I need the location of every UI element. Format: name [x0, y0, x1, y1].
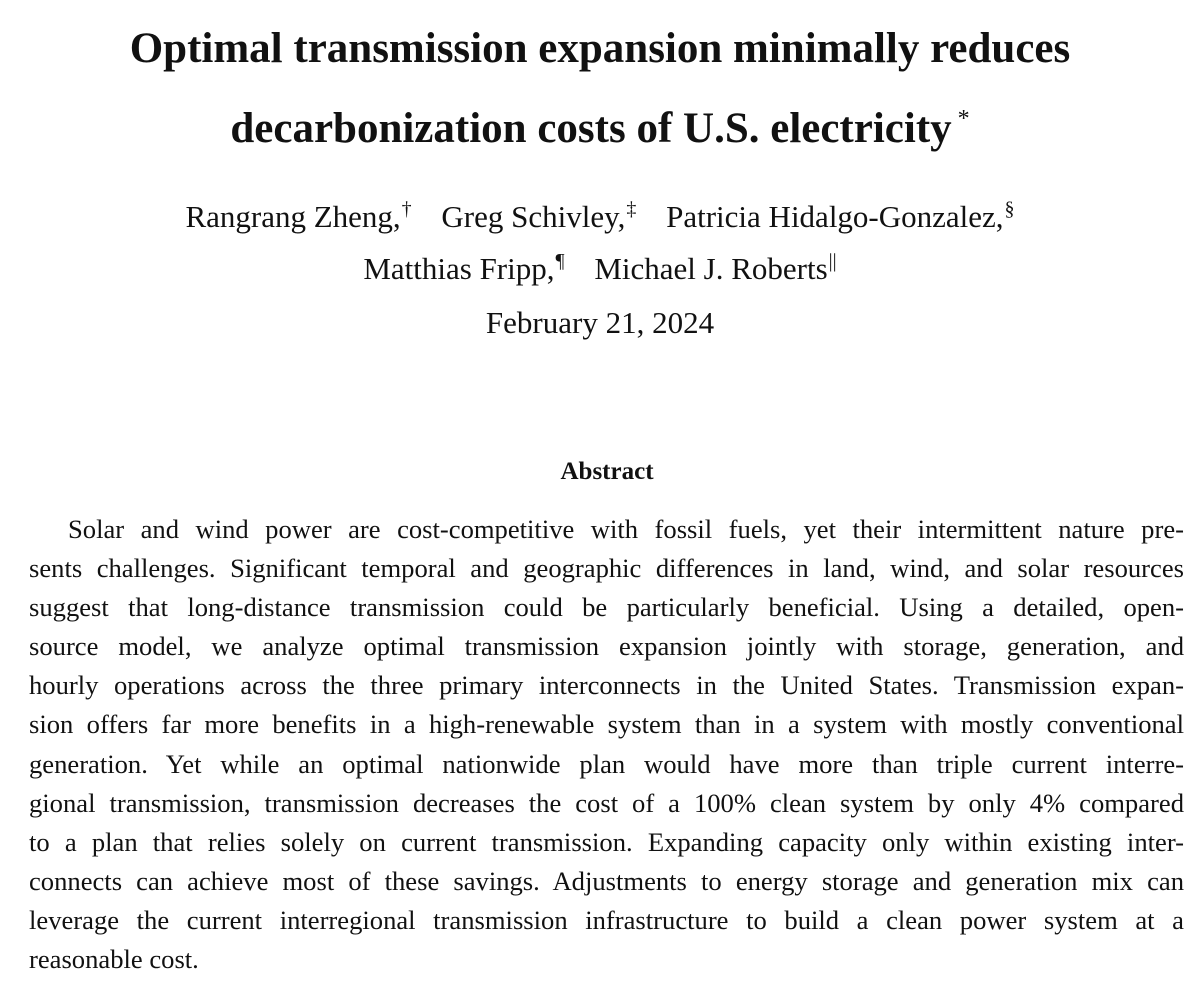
- publication-date: February 21, 2024: [485, 305, 715, 340]
- author-list: Rangrang Zheng,† Greg Schivley,‡ Patrici…: [0, 187, 1200, 291]
- author-row-1: Rangrang Zheng,† Greg Schivley,‡ Patrici…: [0, 187, 1200, 239]
- title-line-2-text: decarbonization costs of U.S. electricit…: [230, 105, 952, 152]
- abstract-line: reasonable cost.: [29, 944, 199, 975]
- abstract-line: leverage the current interregional trans…: [29, 904, 1184, 935]
- abstract-line: to a plan that relies solely on current …: [29, 826, 1184, 857]
- author: Michael J. Roberts||: [594, 250, 837, 286]
- abstract-body: Solar and wind power are cost-competitiv…: [29, 510, 1184, 979]
- abstract-heading: Abstract: [560, 458, 654, 485]
- author-footnote-mark[interactable]: ||: [828, 250, 837, 272]
- author-name: Patricia Hidalgo-Gonzalez,: [666, 199, 1004, 234]
- abstract-line: generation. Yet while an optimal nationw…: [29, 748, 1184, 779]
- author-footnote-mark[interactable]: ¶: [555, 250, 565, 272]
- author: Greg Schivley,‡: [441, 198, 637, 234]
- author-footnote-mark[interactable]: ‡: [626, 198, 637, 220]
- abstract-line: suggest that long-distance transmission …: [29, 592, 1184, 623]
- author-row-2: Matthias Fripp,¶ Michael J. Roberts||: [0, 239, 1200, 291]
- abstract-line: hourly operations across the three prima…: [29, 670, 1184, 701]
- title-line-2: decarbonization costs of U.S. electricit…: [0, 84, 1200, 164]
- paper-title: Optimal transmission expansion minimally…: [0, 14, 1200, 164]
- abstract-line: gional transmission, transmission decrea…: [29, 787, 1184, 818]
- author: Matthias Fripp,¶: [363, 250, 565, 286]
- abstract-line: source model, we analyze optimal transmi…: [29, 631, 1184, 662]
- author-name: Greg Schivley,: [441, 199, 626, 234]
- abstract-line: sion offers far more benefits in a high-…: [29, 709, 1184, 740]
- title-line-1: Optimal transmission expansion minimally…: [129, 25, 1071, 72]
- author-footnote-mark[interactable]: †: [401, 198, 412, 220]
- author: Rangrang Zheng,†: [185, 198, 412, 234]
- title-footnote-mark[interactable]: *: [957, 106, 970, 132]
- author-name: Rangrang Zheng,: [185, 199, 401, 234]
- author-footnote-mark[interactable]: §: [1004, 198, 1015, 220]
- abstract-line: Solar and wind power are cost-competitiv…: [68, 514, 1184, 544]
- author: Patricia Hidalgo-Gonzalez,§: [666, 198, 1015, 234]
- abstract-line: connects can achieve most of these savin…: [29, 865, 1184, 896]
- author-name: Matthias Fripp,: [363, 251, 555, 286]
- abstract-line: sents challenges. Significant temporal a…: [29, 553, 1184, 584]
- author-name: Michael J. Roberts: [594, 251, 828, 286]
